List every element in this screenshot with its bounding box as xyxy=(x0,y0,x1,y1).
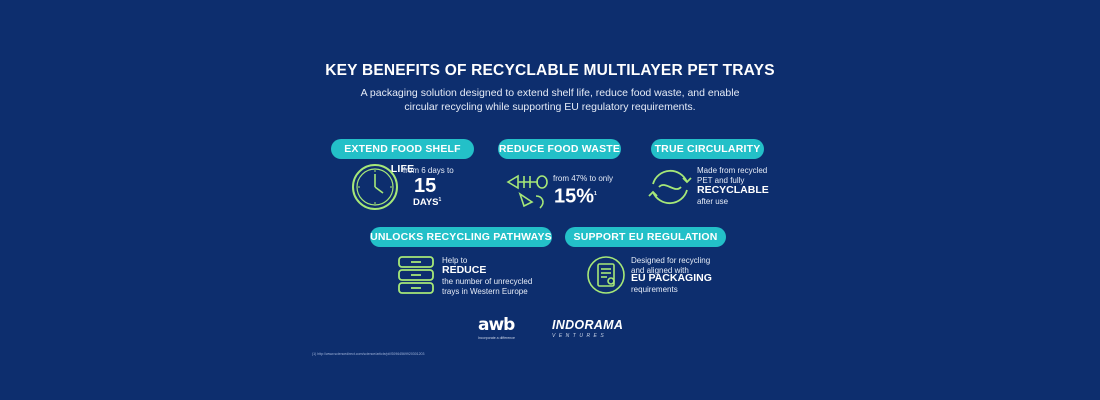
footnote: (1) http://www.sciencedirect.com/science… xyxy=(312,352,425,356)
benefit-label: UNLOCKS RECYCLING PATHWAYS xyxy=(370,227,552,247)
benefit-post: after use xyxy=(697,197,729,206)
benefit-label: EXTEND FOOD SHELF LIFE xyxy=(331,139,474,175)
subtitle-line-2: circular recycling while supporting EU r… xyxy=(404,101,696,113)
indorama-logo-text: INDORAMA xyxy=(552,318,624,332)
circular-arrows-icon xyxy=(648,169,692,205)
indorama-logo: INDORAMA VENTURES xyxy=(552,318,623,339)
footnote-marker: 1 xyxy=(438,197,442,203)
awb-logo-text: awb xyxy=(478,315,515,335)
benefit-value: 15 xyxy=(414,175,437,197)
benefit-pre: Designed for recycling and aligned with xyxy=(631,256,711,275)
stacked-trays-icon xyxy=(398,256,434,294)
regulation-document-icon xyxy=(587,256,625,294)
fish-waste-icon xyxy=(506,174,548,209)
benefit-value: RECYCLABLE xyxy=(697,184,769,196)
benefit-suffix: DAYS xyxy=(413,197,439,209)
benefit-post: the number of unrecycled trays in Wester… xyxy=(442,277,533,296)
benefit-value: 15% xyxy=(554,185,595,208)
benefit-pre: from 6 days to xyxy=(403,166,454,175)
awb-tagline: Incorporate a difference xyxy=(478,336,515,340)
benefit-pre: Made from recycled PET and fully xyxy=(697,166,768,185)
clock-icon xyxy=(352,164,398,210)
page-title: KEY BENEFITS OF RECYCLABLE MULTILAYER PE… xyxy=(325,62,775,79)
benefit-pre: from 47% to only xyxy=(553,174,614,183)
benefit-post: requirements xyxy=(631,285,678,294)
benefit-value: EU PACKAGING xyxy=(631,272,712,284)
footnote-marker: 1 xyxy=(594,191,597,197)
benefit-label: REDUCE FOOD WASTE xyxy=(498,139,621,159)
benefit-pre: Help to xyxy=(442,256,468,265)
indorama-logo-sub: VENTURES xyxy=(552,333,608,339)
subtitle-line-1: A packaging solution designed to extend … xyxy=(360,87,740,99)
benefit-value: REDUCE xyxy=(442,264,487,276)
benefit-label: SUPPORT EU REGULATION xyxy=(565,227,726,247)
page-subtitle: A packaging solution designed to extend … xyxy=(330,86,770,114)
awb-logo: awb Incorporate a difference xyxy=(478,316,522,346)
benefit-label: TRUE CIRCULARITY xyxy=(651,139,764,159)
